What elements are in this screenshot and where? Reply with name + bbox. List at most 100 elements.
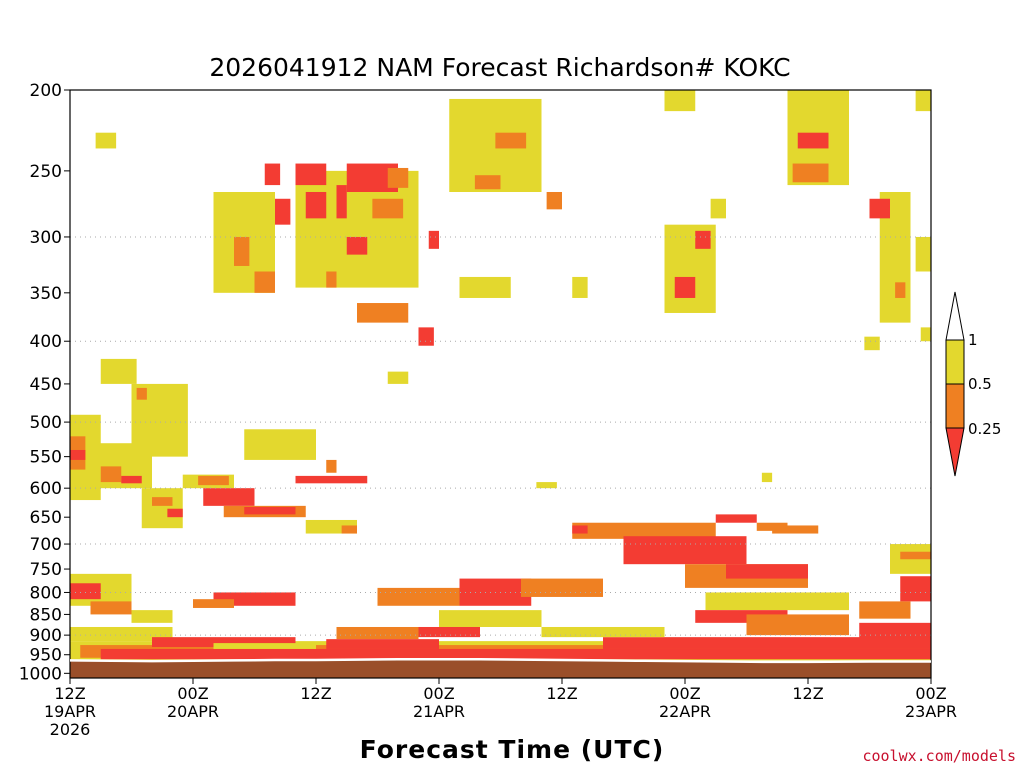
ri-region-low-56 — [244, 507, 296, 515]
y-tick-label-200: 200 — [30, 81, 62, 101]
ri-region-high-39 — [915, 236, 931, 272]
ri-region-low-54 — [203, 488, 255, 506]
ri-region-mid-37 — [895, 282, 906, 298]
ri-region-low-92 — [603, 637, 931, 649]
x-tick-label-2-1: 12Z — [300, 684, 331, 703]
ri-region-mid-47 — [100, 466, 122, 483]
ri-region-low-16 — [346, 236, 368, 255]
y-tick-label-550: 550 — [30, 448, 62, 468]
ri-region-low-65 — [726, 564, 808, 579]
y-tick-label-500: 500 — [30, 413, 62, 433]
ri-region-low-8 — [264, 163, 281, 186]
ri-region-mid-23 — [495, 132, 527, 149]
colorbar-bin-0.25-0.5 — [945, 383, 965, 429]
y-tick-label-750: 750 — [30, 560, 62, 580]
ri-region-mid-87 — [336, 626, 419, 640]
ri-region-low-2 — [100, 648, 931, 660]
y-tick-label-900: 900 — [30, 626, 62, 646]
x-tick-label-6-1: 12Z — [792, 684, 823, 703]
chart-title: 2026041912 NAM Forecast Richardson# KOKC — [209, 53, 790, 82]
ri-region-low-73 — [900, 576, 931, 602]
ri-region-high-85 — [439, 610, 542, 627]
ground-surface — [70, 659, 931, 678]
x-tick-label-7-1: 00Z — [915, 684, 946, 703]
y-tick-label-350: 350 — [30, 284, 62, 304]
richardson-shading — [70, 90, 931, 661]
x-tick-label-0-1: 12Z — [54, 684, 85, 703]
ri-region-mid-15 — [372, 198, 404, 219]
ri-region-mid-53 — [198, 475, 229, 486]
ri-region-high-94 — [864, 336, 880, 351]
plot-area — [69, 89, 932, 679]
ri-region-mid-74 — [859, 601, 911, 619]
ri-region-low-63 — [623, 536, 747, 565]
ri-region-high-22 — [459, 276, 511, 298]
x-tick-label-4-1: 12Z — [546, 684, 577, 703]
ri-region-low-75 — [859, 622, 931, 640]
x-tick-label-0-2: 19APR — [44, 702, 96, 721]
surface-cap-line — [70, 658, 931, 664]
ri-region-low-36 — [869, 198, 890, 219]
ri-region-high-93 — [541, 626, 665, 638]
ri-region-high-97 — [536, 482, 557, 489]
ri-region-mid-58 — [152, 497, 173, 506]
x-tick-label-7-2: 23APR — [905, 702, 957, 721]
ri-region-high-27 — [664, 90, 696, 112]
ri-region-high-98 — [761, 472, 773, 483]
ri-region-low-99 — [572, 525, 588, 534]
ri-region-high-79 — [131, 610, 173, 623]
ri-region-mid-6 — [254, 271, 275, 293]
ri-region-low-9 — [275, 198, 291, 225]
x-tick-label-1-1: 00Z — [177, 684, 208, 703]
ri-region-mid-14 — [387, 167, 409, 188]
ri-region-mid-62 — [572, 522, 716, 539]
ri-region-low-10 — [295, 163, 327, 186]
ri-region-low-12 — [336, 185, 347, 219]
ri-region-mid-68 — [746, 614, 849, 636]
ri-region-mid-84 — [521, 578, 603, 597]
x-tick-label-3-2: 21APR — [413, 702, 465, 721]
x-tick-label-0-3: 2026 — [50, 720, 91, 739]
x-tick-label-5-1: 00Z — [669, 684, 700, 703]
x-tick-label-5-2: 22APR — [659, 702, 711, 721]
ri-region-low-29 — [674, 276, 696, 298]
ri-region-low-19 — [418, 327, 434, 346]
colorbar-bin-0.5-1 — [945, 339, 965, 385]
ri-region-mid-50 — [326, 459, 337, 473]
ri-region-low-59 — [167, 508, 183, 518]
ri-region-low-77 — [70, 583, 101, 600]
y-tick-label-950: 950 — [30, 646, 62, 666]
ri-region-mid-81 — [193, 599, 234, 608]
y-tick-label-1000: 1000 — [19, 664, 62, 684]
ri-region-mid-24 — [474, 175, 501, 190]
ri-region-low-86 — [418, 626, 480, 638]
ri-region-mid-18 — [357, 303, 409, 323]
ri-region-high-26 — [572, 276, 588, 298]
ri-region-high-66 — [705, 592, 849, 611]
y-tick-label-600: 600 — [30, 479, 62, 499]
y-axis: 200 250 300 350 400 450 500 550 600 650 700 750 8008… — [19, 81, 70, 684]
y-tick-label-450: 450 — [30, 375, 62, 395]
ri-region-high-96 — [387, 371, 409, 384]
ri-region-mid-82 — [377, 587, 460, 606]
y-tick-label-850: 850 — [30, 605, 62, 625]
source-credit: coolwx.com/models — [862, 747, 1016, 765]
y-tick-label-300: 300 — [30, 228, 62, 248]
ri-region-low-45 — [70, 449, 86, 460]
ri-region-high-49 — [244, 429, 316, 460]
y-tick-label-650: 650 — [30, 508, 62, 528]
y-tick-label-400: 400 — [30, 332, 62, 352]
colorbar-label-1: 1 — [968, 331, 978, 349]
ri-region-mid-78 — [90, 601, 132, 615]
ri-region-low-69 — [715, 514, 757, 523]
y-tick-label-800: 800 — [30, 583, 62, 603]
ri-region-low-30 — [695, 230, 711, 249]
ri-region-low-33 — [797, 132, 829, 149]
ri-region-mid-72 — [900, 551, 931, 560]
colorbar-label-0.25: 0.25 — [968, 420, 1001, 438]
colorbar-arrow-below-0.25 — [945, 427, 965, 477]
ri-region-low-11 — [305, 191, 327, 219]
ri-region-high-88 — [70, 626, 173, 642]
ri-region-mid-5 — [234, 236, 250, 266]
